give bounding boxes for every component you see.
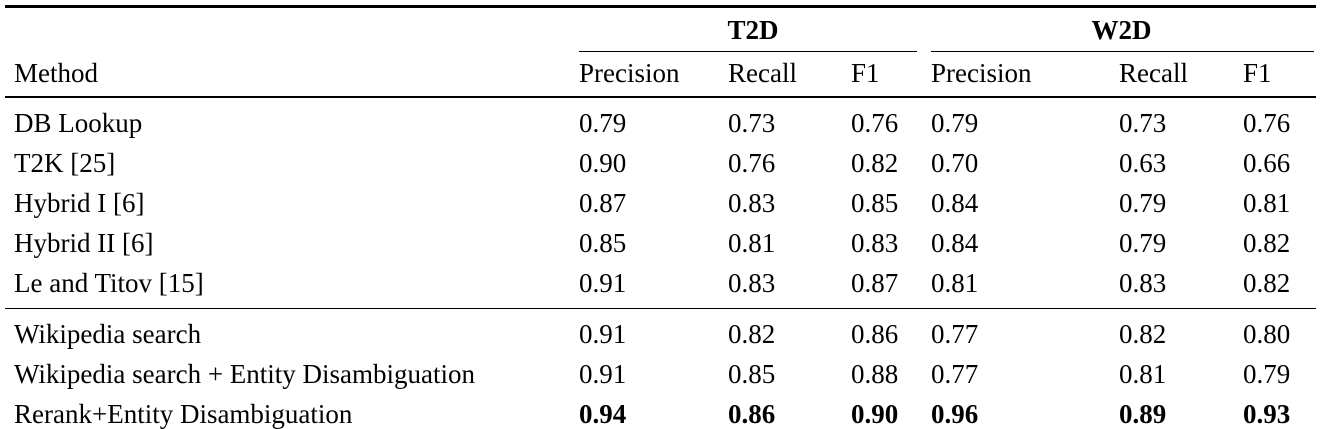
value-cell: 0.82 [1243, 268, 1291, 298]
value-cell: 0.90 [579, 148, 627, 178]
value-cell: 0.79 [1119, 228, 1167, 258]
value-cell: 0.77 [931, 308, 1120, 354]
value-cell: 0.81 [931, 268, 979, 298]
value-cell: 0.79 [931, 108, 979, 138]
column-header-method: Method [5, 52, 579, 98]
column-header-row: Method Precision Recall F1 Precision Rec… [5, 52, 1317, 98]
value-cell: 0.79 [579, 108, 627, 138]
method-cell: Le and Titov [15] [14, 268, 204, 298]
value-cell: 0.81 [728, 228, 776, 258]
group-header-spacer [5, 7, 579, 53]
value-cell: 0.90 [851, 399, 899, 429]
table-row: Hybrid II [6] 0.85 0.81 0.83 0.84 0.79 0… [5, 223, 1316, 263]
value-cell: 0.82 [728, 308, 851, 354]
value-cell: 0.80 [1243, 308, 1317, 354]
value-cell: 0.82 [1243, 228, 1291, 258]
value-cell: 0.81 [1119, 359, 1167, 389]
value-cell: 0.70 [931, 148, 979, 178]
value-cell: 0.89 [1119, 399, 1167, 429]
value-cell: 0.83 [851, 228, 899, 258]
value-cell: 0.85 [851, 188, 899, 218]
method-cell: DB Lookup [14, 108, 143, 138]
value-cell: 0.96 [931, 399, 979, 429]
value-cell: 0.87 [851, 268, 899, 298]
table-row: DB Lookup 0.79 0.73 0.76 0.79 0.73 0.76 [5, 97, 1316, 143]
proposed-methods-section: Wikipedia search 0.91 0.82 0.86 0.77 0.8… [5, 308, 1317, 429]
group-header-t2d: T2D [579, 7, 931, 53]
method-cell: T2K [25] [14, 148, 116, 178]
value-cell: 0.93 [1243, 399, 1291, 429]
value-cell: 0.77 [931, 359, 979, 389]
table-row: Rerank+Entity Disambiguation 0.94 0.86 0… [5, 394, 1316, 429]
value-cell: 0.94 [579, 399, 627, 429]
value-cell: 0.85 [579, 228, 627, 258]
value-cell: 0.83 [728, 188, 776, 218]
value-cell: 0.88 [851, 359, 899, 389]
value-cell: 0.63 [1119, 148, 1167, 178]
value-cell: 0.86 [728, 399, 776, 429]
results-table-wrap: T2D W2D Method Precision Recall F1 Preci… [5, 5, 1317, 429]
table-row: Wikipedia search 0.91 0.82 0.86 0.77 0.8… [5, 308, 1317, 354]
value-cell: 0.73 [1119, 108, 1167, 138]
value-cell: 0.84 [931, 188, 979, 218]
column-header-f1-t2d: F1 [851, 52, 932, 98]
method-cell: Hybrid II [6] [14, 228, 154, 258]
method-cell: Wikipedia search [5, 308, 579, 354]
column-header-recall-t2d: Recall [728, 52, 851, 98]
value-cell: 0.86 [851, 308, 932, 354]
value-cell: 0.91 [579, 308, 728, 354]
method-cell: Rerank+Entity Disambiguation [14, 399, 353, 429]
value-cell: 0.87 [579, 188, 627, 218]
method-cell: Wikipedia search + Entity Disambiguation [14, 359, 476, 389]
value-cell: 0.79 [1243, 359, 1291, 389]
table-row: Wikipedia search + Entity Disambiguation… [5, 354, 1316, 394]
value-cell: 0.76 [728, 148, 776, 178]
value-cell: 0.81 [1243, 188, 1291, 218]
value-cell: 0.76 [851, 108, 899, 138]
value-cell: 0.85 [728, 359, 776, 389]
column-header-precision-w2d: Precision [931, 52, 1120, 98]
table-row: T2K [25] 0.90 0.76 0.82 0.70 0.63 0.66 [5, 143, 1316, 183]
table-row: Hybrid I [6] 0.87 0.83 0.85 0.84 0.79 0.… [5, 183, 1316, 223]
method-cell: Hybrid I [6] [14, 188, 145, 218]
column-header-f1-w2d: F1 [1243, 52, 1317, 98]
value-cell: 0.91 [579, 359, 627, 389]
value-cell: 0.83 [1119, 268, 1167, 298]
value-cell: 0.82 [1119, 308, 1244, 354]
value-cell: 0.91 [579, 268, 627, 298]
table-row: Le and Titov [15] 0.91 0.83 0.87 0.81 0.… [5, 263, 1316, 309]
value-cell: 0.66 [1243, 148, 1291, 178]
group-header-w2d: W2D [931, 7, 1316, 53]
group-header-row: T2D W2D [5, 7, 1316, 53]
baseline-methods-section: DB Lookup 0.79 0.73 0.76 0.79 0.73 0.76 … [5, 97, 1316, 309]
column-header-precision-t2d: Precision [579, 52, 728, 98]
column-header-recall-w2d: Recall [1119, 52, 1244, 98]
value-cell: 0.82 [851, 148, 899, 178]
value-cell: 0.76 [1243, 108, 1291, 138]
value-cell: 0.83 [728, 268, 776, 298]
results-table: T2D W2D Method Precision Recall F1 Preci… [5, 5, 1317, 429]
value-cell: 0.84 [931, 228, 979, 258]
value-cell: 0.73 [728, 108, 776, 138]
value-cell: 0.79 [1119, 188, 1167, 218]
